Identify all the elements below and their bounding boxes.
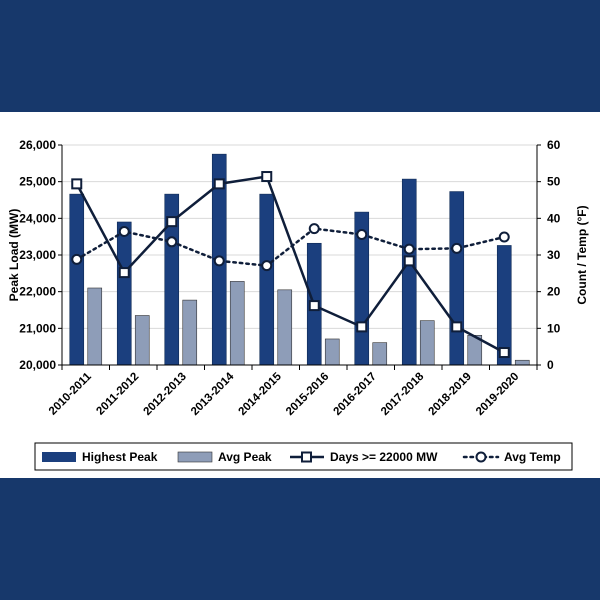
line-avg-temp bbox=[75, 227, 506, 267]
legend-label-days: Days >= 22000 MW bbox=[330, 450, 438, 464]
y2-tick-label: 20 bbox=[547, 285, 561, 299]
marker-avg-temp bbox=[356, 228, 368, 240]
marker-days bbox=[356, 321, 368, 333]
bar-avg-peak bbox=[277, 289, 293, 366]
marker-avg-temp bbox=[451, 242, 463, 254]
x-tick-label: 2011-2012 bbox=[94, 371, 141, 418]
legend-swatch-avg-peak bbox=[177, 451, 213, 463]
x-tick-label: 2014-2015 bbox=[236, 370, 284, 418]
y-tick-label: 20,000 bbox=[19, 358, 56, 372]
y-tick-label: 24,000 bbox=[19, 211, 56, 225]
marker-days bbox=[308, 300, 320, 312]
bar-avg-peak bbox=[419, 320, 435, 366]
marker-days bbox=[118, 267, 130, 279]
bar-highest-peak bbox=[401, 178, 417, 366]
marker-days bbox=[451, 321, 463, 333]
y-tick-label: 23,000 bbox=[19, 248, 56, 262]
marker-avg-temp bbox=[213, 255, 225, 267]
bar-avg-peak bbox=[229, 281, 245, 366]
bar-avg-peak bbox=[324, 338, 340, 366]
marker-avg-temp bbox=[71, 253, 83, 265]
y2-tick-label: 40 bbox=[547, 211, 561, 225]
marker-avg-temp bbox=[403, 243, 415, 255]
x-tick-label: 2015-2016 bbox=[284, 371, 331, 418]
marker-avg-temp bbox=[308, 223, 320, 235]
y2-tick-label: 50 bbox=[547, 175, 561, 189]
marker-days bbox=[213, 178, 225, 190]
legend-marker-temp bbox=[475, 451, 487, 463]
marker-avg-temp bbox=[166, 236, 178, 248]
bar-highest-peak bbox=[449, 191, 465, 366]
y2-axis-title: Count / Temp (°F) bbox=[575, 205, 589, 304]
x-tick-label: 2013-2014 bbox=[189, 370, 237, 418]
x-tick-label: 2016-2017 bbox=[331, 371, 378, 418]
bar-avg-peak bbox=[182, 299, 198, 366]
bar-avg-peak bbox=[514, 359, 530, 366]
line-days-over-22000 bbox=[75, 175, 505, 354]
legend-marker-days bbox=[301, 451, 312, 463]
x-tick-label: 2019-2020 bbox=[474, 371, 521, 418]
marker-days bbox=[261, 171, 273, 183]
y-tick-label: 22,000 bbox=[19, 285, 56, 299]
legend-label-avg-peak: Avg Peak bbox=[218, 450, 272, 464]
marker-avg-temp bbox=[498, 231, 510, 243]
y-tick-label: 26,000 bbox=[19, 138, 56, 152]
marker-days bbox=[166, 216, 178, 228]
y-axis-title: Peak Load (MW) bbox=[7, 209, 21, 302]
bar-highest-peak bbox=[259, 193, 275, 366]
marker-days bbox=[498, 347, 510, 359]
x-tick-label: 2012-2013 bbox=[141, 371, 188, 418]
legend-swatch-highest-peak bbox=[42, 452, 76, 462]
bar-highest-peak bbox=[116, 221, 132, 366]
y2-tick-label: 60 bbox=[547, 138, 561, 152]
y2-tick-label: 0 bbox=[547, 358, 554, 372]
x-tick-label: 2010-2011 bbox=[47, 370, 94, 417]
legend-label-highest-peak: Highest Peak bbox=[82, 450, 158, 464]
legend-label-avg-temp: Avg Temp bbox=[504, 450, 561, 464]
bar-avg-peak bbox=[87, 287, 103, 366]
bar-avg-peak bbox=[134, 315, 150, 366]
x-tick-label: 2018-2019 bbox=[426, 371, 473, 418]
y-tick-label: 25,000 bbox=[19, 175, 56, 189]
marker-days bbox=[71, 178, 83, 190]
marker-avg-temp bbox=[261, 260, 273, 272]
marker-avg-temp bbox=[118, 226, 130, 238]
x-tick-label: 2017-2018 bbox=[379, 370, 427, 418]
marker-days bbox=[403, 255, 415, 267]
y2-tick-label: 10 bbox=[547, 321, 561, 335]
bar-avg-peak bbox=[372, 342, 388, 366]
bar-highest-peak bbox=[69, 193, 85, 366]
y2-tick-label: 30 bbox=[547, 248, 561, 262]
y-tick-label: 21,000 bbox=[19, 321, 56, 335]
